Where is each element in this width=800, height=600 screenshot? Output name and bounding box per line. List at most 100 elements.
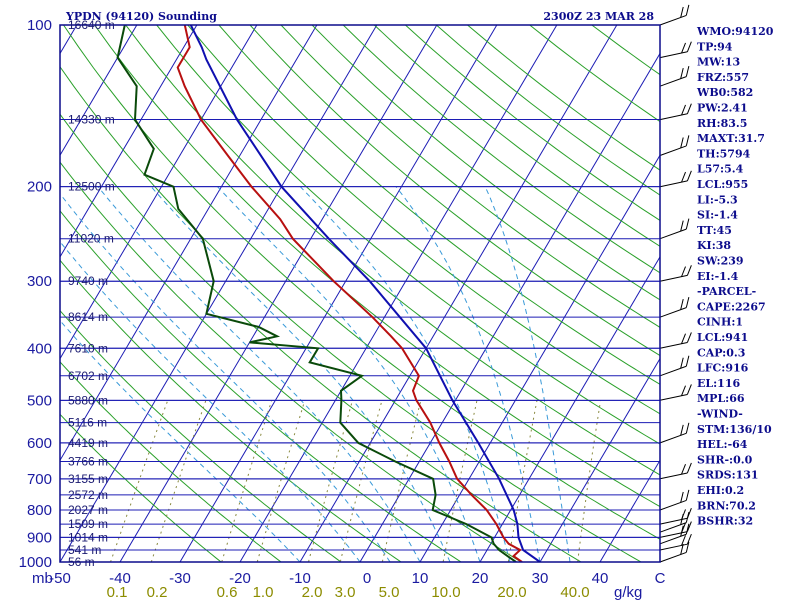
isotherm-line <box>60 25 138 157</box>
isotherm-line <box>539 357 660 562</box>
chart-title: YPDN (94120) Sounding <box>65 10 217 23</box>
mixing-ratio-line <box>307 400 353 562</box>
wind-barb-staff <box>659 543 688 551</box>
dry-adiabat-line <box>156 25 660 445</box>
wind-barb-flag <box>681 522 686 534</box>
dry-adiabat-line <box>311 25 660 301</box>
wind-barb <box>659 265 692 282</box>
wind-barb-staff <box>659 551 687 563</box>
height-level-label: 4419 m <box>68 436 108 450</box>
index-entry: LCL:955 <box>697 178 748 191</box>
index-entry: STM:136/10 <box>697 423 772 436</box>
dry-adiabat-line <box>60 309 342 562</box>
dry-adiabat-line <box>218 25 660 385</box>
height-level-label: 1509 m <box>68 517 108 531</box>
height-level-label: 16640 m <box>68 18 115 32</box>
wind-barb <box>659 296 690 318</box>
wind-barb-flag <box>685 135 690 147</box>
temp-tick-label: 30 <box>532 570 549 587</box>
wind-barb <box>659 135 690 156</box>
chart-timestamp: 2300Z 23 MAR 28 <box>543 10 654 23</box>
index-entry: FRZ:557 <box>697 71 749 84</box>
mixing-ratio-tick-label: 20.0 <box>497 584 526 600</box>
mixing-ratio-line <box>109 400 169 562</box>
index-entry: SW:239 <box>697 255 744 268</box>
index-entry: CINH:1 <box>697 316 743 329</box>
wind-barb-flag <box>685 355 690 367</box>
wind-barb-flag <box>685 65 690 77</box>
dry-adiabat-line <box>60 65 643 562</box>
sounding-series <box>116 25 541 562</box>
height-level-label: 9740 m <box>68 274 108 288</box>
mixing-ratio-tick-label: 0.6 <box>217 584 238 600</box>
wind-barb-flag <box>686 170 692 182</box>
wind-barb <box>659 384 692 401</box>
wind-barb-flag <box>680 357 684 369</box>
isotherm-line <box>599 459 660 562</box>
index-entry: MAXT:31.7 <box>697 132 765 145</box>
height-level-label: 14330 m <box>68 113 115 127</box>
index-entry: RH:83.5 <box>697 117 747 130</box>
pressure-tick-label: 300 <box>27 273 52 290</box>
parcel-profile-line <box>189 25 541 562</box>
wind-barb-staff <box>659 145 687 156</box>
wind-barb-staff <box>659 228 687 240</box>
wind-barb-staff <box>659 522 687 533</box>
moist-adiabat-line <box>484 186 571 562</box>
wind-barb <box>659 41 692 59</box>
temp-tick-label: -50 <box>49 570 71 587</box>
wind-barb <box>659 489 690 511</box>
isotherm-line <box>299 25 618 562</box>
height-level-label: 3766 m <box>68 455 108 469</box>
dry-adiabat-line <box>63 25 660 540</box>
wind-barb-staff <box>659 51 688 59</box>
wind-barb-flag <box>685 422 690 434</box>
index-entry: EI:-1.4 <box>697 270 739 283</box>
wind-barb-staff <box>659 113 688 121</box>
wind-barb-flag <box>681 463 686 475</box>
wind-barb-staff <box>659 14 687 26</box>
index-entry: TP:94 <box>697 40 733 53</box>
wind-barb <box>659 65 690 87</box>
temp-tick-label: -30 <box>169 570 191 587</box>
mixing-ratio-tick-label: 2.0 <box>302 584 323 600</box>
wind-barb <box>659 103 692 121</box>
temp-tick-label: -10 <box>289 570 311 587</box>
wind-barb <box>659 541 690 563</box>
index-entry: EL:116 <box>697 377 740 390</box>
wind-barb-flag <box>680 137 684 149</box>
pressure-tick-label: 1000 <box>19 554 52 571</box>
wind-barb-flag <box>685 541 690 553</box>
mixing-ratio-tick-label: 1.0 <box>253 584 274 600</box>
moist-adiabat-line <box>60 319 301 562</box>
height-level-label: 8614 m <box>68 310 108 324</box>
mixing-ratio-tick-label: 0.2 <box>147 584 168 600</box>
index-entry: SI:-1.4 <box>697 209 738 222</box>
moist-adiabat-line <box>60 192 391 562</box>
index-entry: L57:5.4 <box>697 163 744 176</box>
index-entry: -PARCEL- <box>697 285 756 298</box>
index-entry: PW:2.41 <box>697 102 748 115</box>
wind-barb-flag <box>681 535 686 546</box>
wind-barb-staff <box>659 499 687 511</box>
temp-tick-label: C <box>655 570 666 587</box>
temp-tick-label: 0 <box>363 570 371 587</box>
wind-barb-flag <box>686 462 692 474</box>
moist-adiabat-line <box>217 186 481 562</box>
dry-adiabat-line <box>280 25 660 328</box>
index-entry: LCL:941 <box>697 331 748 344</box>
height-level-label: 12500 m <box>68 180 115 194</box>
index-entry: HEL:-64 <box>697 438 748 451</box>
wind-barb-flag <box>686 508 692 519</box>
wind-barb <box>659 511 690 533</box>
moist-adiabat-line <box>97 186 421 562</box>
wind-barb <box>659 508 692 525</box>
index-entry: WB0:582 <box>696 86 753 99</box>
pressure-tick-label: 900 <box>27 529 52 546</box>
wind-barb-flag <box>686 265 692 276</box>
mixing-ratio-lines <box>109 400 602 562</box>
wind-barb-flag <box>681 42 686 54</box>
index-entry: -WIND- <box>697 408 743 421</box>
index-entry: BRN:70.2 <box>697 499 756 512</box>
